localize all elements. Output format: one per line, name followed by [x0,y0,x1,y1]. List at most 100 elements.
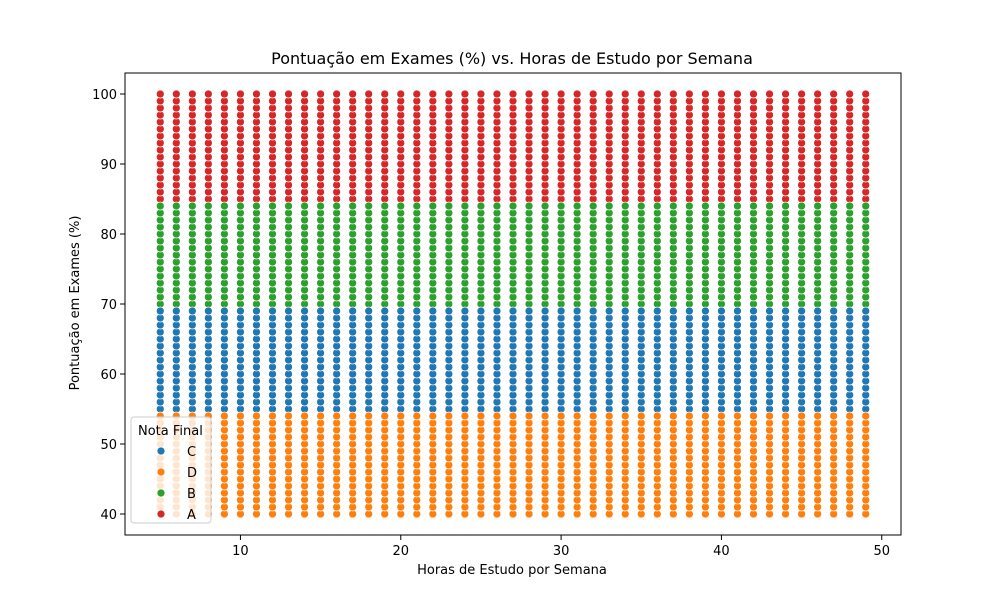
data-point [684,89,694,99]
data-point [444,306,454,316]
data-point [412,306,422,316]
data-point [236,306,245,316]
data-point [332,89,342,99]
data-point [684,411,694,421]
data-point [765,411,774,421]
data-point [300,201,309,211]
data-point [668,89,678,99]
y-tick-label: 70 [100,298,117,313]
data-point [556,306,566,316]
data-point [460,411,470,421]
data-point [412,201,422,211]
data-point [203,306,213,316]
data-point [508,411,518,421]
data-point [588,411,598,421]
data-point [717,89,726,99]
y-tick-label: 90 [100,158,117,173]
data-point [380,306,390,316]
data-point [268,306,277,316]
data-point [364,306,374,316]
data-point [797,201,806,211]
y-axis-label: Pontuação em Exames (%) [68,216,83,391]
data-point [765,306,774,316]
data-point [749,411,758,421]
data-point [428,201,438,211]
data-point [684,201,694,211]
data-point [300,306,309,316]
data-point [252,411,261,421]
data-point [829,89,839,99]
data-point [701,201,710,211]
data-point [845,306,855,316]
data-point [220,411,229,421]
data-point [444,411,454,421]
data-point [861,411,871,421]
data-point [236,89,245,99]
data-point [636,201,646,211]
data-point [524,306,534,316]
data-point [187,201,197,211]
data-point [508,201,518,211]
data-point [604,201,614,211]
y-tick-label: 80 [100,228,117,243]
data-point [556,89,566,99]
data-point [476,89,486,99]
data-point [717,306,726,316]
data-point [540,89,550,99]
data-point [749,89,758,99]
data-point [556,411,566,421]
legend-box [130,416,212,524]
data-point [733,201,742,211]
data-point [492,89,502,99]
data-point [684,306,694,316]
data-point [717,201,726,211]
data-point [636,411,646,421]
x-tick-label: 50 [873,544,890,559]
scatter-points [155,89,871,519]
data-point [524,201,534,211]
data-point [155,89,165,99]
data-point [765,89,774,99]
data-point [444,89,454,99]
y-tick-label: 100 [92,88,117,103]
x-tick-label: 10 [232,544,249,559]
data-point [268,201,277,211]
data-point [171,306,181,316]
legend-marker [156,488,166,498]
legend-label: B [187,487,196,502]
data-point [444,201,454,211]
data-point [396,411,406,421]
data-point [652,201,662,211]
data-point [813,89,823,99]
data-point [604,306,614,316]
data-point [572,201,582,211]
data-point [396,306,406,316]
data-point [620,201,630,211]
data-point [364,89,374,99]
data-point [348,411,358,421]
y-tick-label: 50 [100,438,117,453]
data-point [364,411,374,421]
data-point [220,306,229,316]
data-point [428,89,438,99]
data-point [861,201,871,211]
data-point [284,411,293,421]
data-point [332,411,342,421]
data-point [412,89,422,99]
data-point [813,306,823,316]
data-point [733,89,742,99]
data-point [540,306,550,316]
data-point [171,201,181,211]
data-point [540,201,550,211]
data-point [652,89,662,99]
data-point [604,411,614,421]
data-point [861,306,871,316]
data-point [701,411,710,421]
data-point [428,306,438,316]
data-point [813,201,823,211]
legend-label: A [187,508,196,523]
data-point [460,201,470,211]
data-point [284,89,293,99]
data-point [765,201,774,211]
